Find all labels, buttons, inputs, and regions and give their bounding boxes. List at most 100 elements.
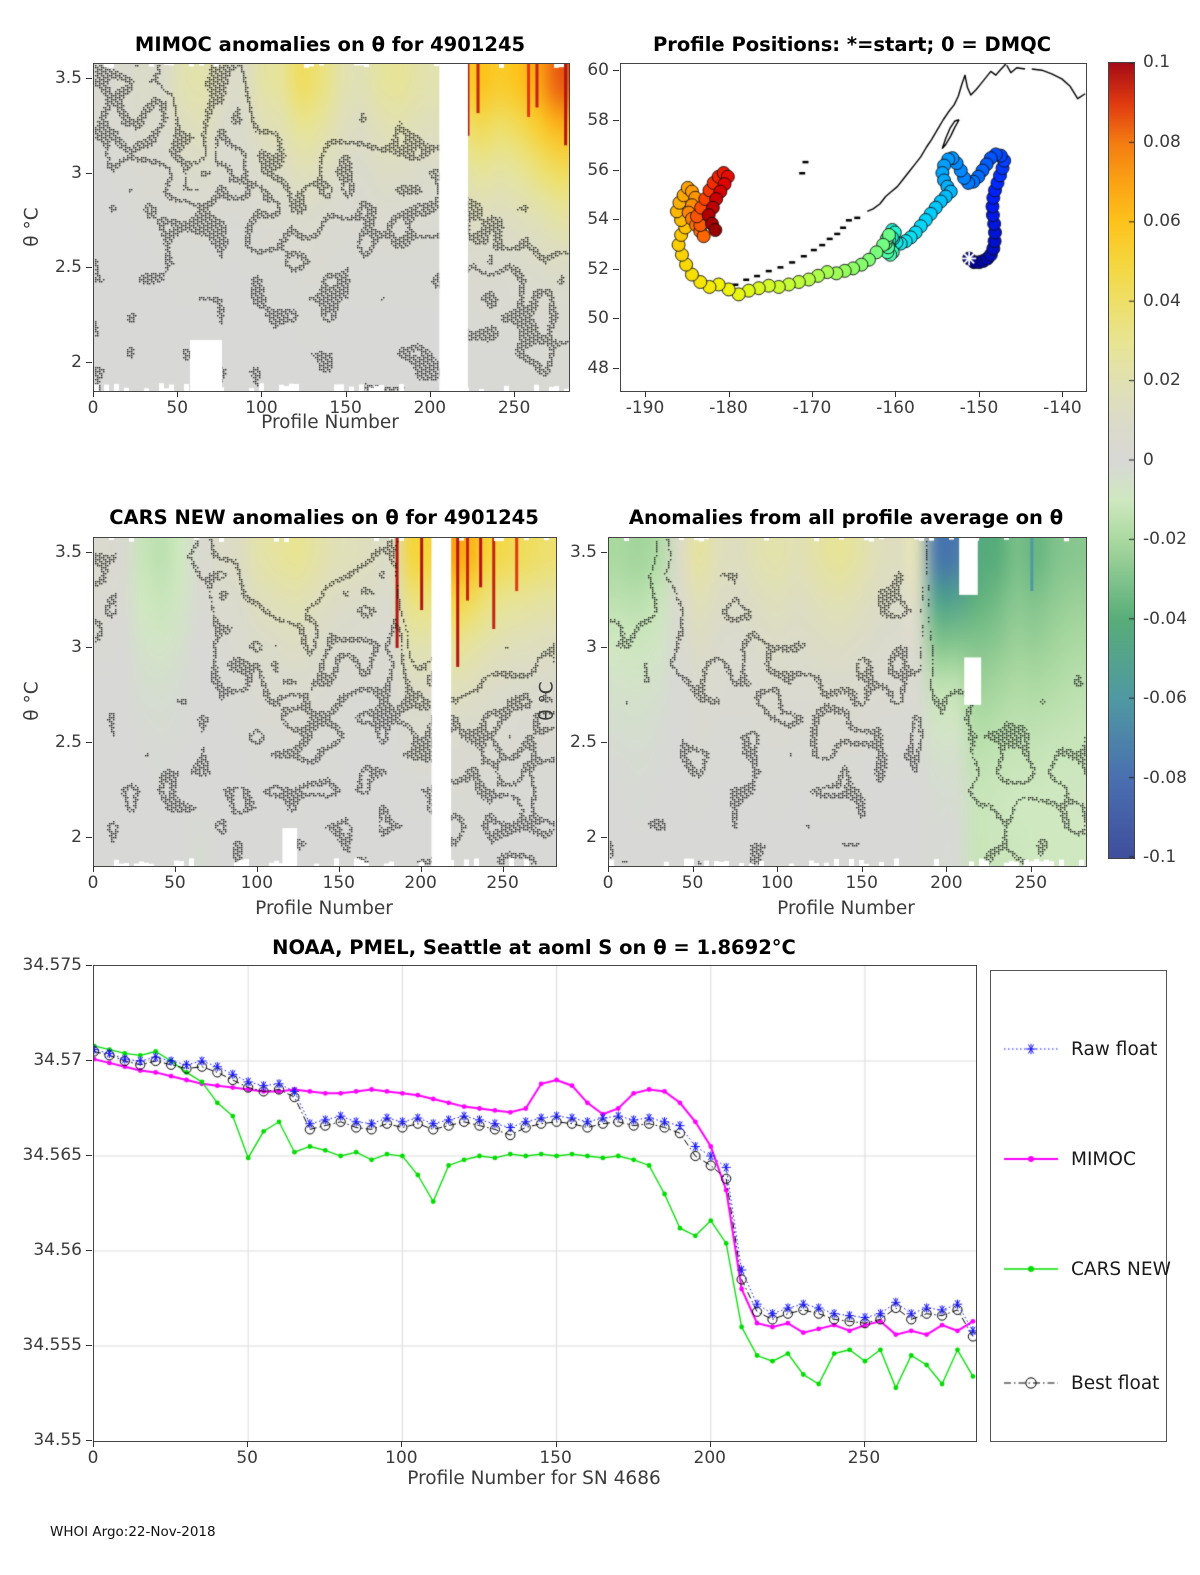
tick-mark	[645, 391, 647, 397]
tick-label: 34.56	[33, 1240, 82, 1260]
legend-sample-best-float	[1003, 1375, 1059, 1391]
tick-mark	[86, 965, 92, 966]
tick-mark	[338, 866, 340, 872]
salinity-line-chart	[93, 965, 977, 1442]
tick-mark	[692, 866, 694, 872]
tick-label: 3	[71, 636, 82, 657]
tick-label: 0.04	[1143, 290, 1181, 311]
legend-sample-cars-new	[1003, 1261, 1059, 1277]
tick-label: -0.06	[1143, 688, 1187, 708]
tick-mark	[86, 836, 92, 838]
tick-mark	[613, 169, 619, 171]
tick-mark	[86, 1440, 92, 1441]
tick-mark	[177, 391, 179, 397]
legend-sample-raw-float	[1003, 1041, 1059, 1057]
tick-mark	[86, 1060, 92, 1061]
tick-mark	[93, 866, 94, 872]
tick-label: 3	[71, 162, 82, 183]
tick-label: 200	[693, 1448, 727, 1468]
tick-mark	[978, 391, 980, 397]
tick-label: 250	[1014, 873, 1048, 893]
colorbar	[1108, 62, 1135, 859]
tick-label: 0	[1143, 449, 1154, 470]
tick-label: -160	[876, 398, 915, 418]
tick-label: 0.08	[1143, 131, 1181, 152]
tick-label: 150	[845, 873, 878, 893]
tick-mark	[86, 741, 92, 743]
title-mimoc: MIMOC anomalies on θ for 4901245	[134, 33, 526, 56]
tick-label: 150	[329, 398, 362, 418]
tick-mark	[601, 646, 607, 648]
legend-label-best-float: Best float	[1071, 1373, 1160, 1394]
tick-label: 2	[71, 826, 82, 847]
tick-label: 56	[587, 159, 609, 180]
tick-label: 58	[587, 109, 609, 130]
tick-label: -0.02	[1143, 529, 1187, 549]
heatmap-mimoc	[93, 63, 570, 392]
tick-label: 52	[587, 258, 609, 279]
tick-label: 50	[164, 873, 186, 893]
tick-label: 0.02	[1143, 370, 1181, 390]
legend-item-cars-new: CARS NEW	[1003, 1259, 1171, 1280]
footer-text: WHOI Argo:22-Nov-2018	[50, 1524, 216, 1540]
tick-label: 2	[586, 826, 597, 847]
tick-label: 48	[587, 357, 609, 378]
tick-label: 150	[322, 873, 355, 893]
xlabel-mimoc: Profile Number	[261, 412, 399, 433]
legend-box: Raw float MIMOC CARS NEW Best float	[990, 970, 1171, 1442]
tick-mark	[345, 391, 347, 397]
title-map: Profile Positions: *=start; 0 = DMQC	[652, 33, 1052, 56]
xlabel-salinity: Profile Number for SN 4686	[407, 1468, 661, 1489]
ylabel-mimoc: θ °C	[21, 207, 43, 247]
tick-mark	[812, 391, 813, 397]
tick-mark	[895, 391, 897, 397]
tick-label: -150	[959, 398, 999, 418]
tick-mark	[429, 391, 431, 397]
tick-label: 250	[486, 873, 519, 893]
tick-label: 50	[236, 1448, 259, 1468]
tick-label: 50	[587, 308, 609, 329]
tick-mark	[863, 1441, 865, 1447]
heatmap-allprof	[608, 537, 1087, 867]
tick-mark	[613, 219, 619, 221]
tick-mark	[613, 119, 619, 121]
tick-mark	[613, 318, 619, 320]
tick-mark	[613, 367, 619, 369]
tick-label: 100	[385, 1448, 418, 1468]
legend-label-mimoc: MIMOC	[1071, 1149, 1136, 1170]
tick-mark	[420, 866, 422, 872]
map-profile-positions	[620, 63, 1087, 392]
tick-mark	[86, 1155, 92, 1156]
tick-label: -140	[1043, 398, 1082, 418]
tick-label: 100	[240, 873, 274, 893]
tick-label: -170	[792, 398, 832, 418]
tick-label: 200	[404, 873, 437, 893]
tick-mark	[608, 866, 609, 872]
tick-label: 2.5	[54, 731, 82, 752]
legend-item-best-float: Best float	[1003, 1373, 1163, 1394]
tick-label: 60	[587, 60, 609, 81]
tick-label: 54	[587, 209, 609, 230]
legend-label-cars-new: CARS NEW	[1071, 1259, 1171, 1280]
tick-label: 3.5	[569, 542, 597, 563]
tick-label: 0	[87, 1448, 99, 1468]
tick-label: 50	[681, 873, 704, 893]
tick-label: 2.5	[54, 257, 82, 278]
tick-mark	[502, 866, 504, 872]
tick-label: 2.5	[569, 731, 597, 752]
ylabel-cars: θ °C	[21, 681, 43, 721]
tick-mark	[709, 1441, 711, 1447]
tick-label: -0.04	[1143, 608, 1187, 629]
tick-mark	[261, 391, 263, 397]
tick-mark	[86, 646, 92, 648]
tick-mark	[861, 866, 863, 872]
tick-mark	[93, 1441, 94, 1447]
tick-mark	[601, 836, 607, 838]
legend-item-raw-float: Raw float	[1003, 1039, 1163, 1060]
tick-mark	[728, 391, 730, 397]
tick-mark	[613, 268, 619, 270]
tick-mark	[514, 391, 516, 397]
legend-sample-mimoc	[1003, 1151, 1059, 1167]
tick-mark	[555, 1441, 557, 1447]
